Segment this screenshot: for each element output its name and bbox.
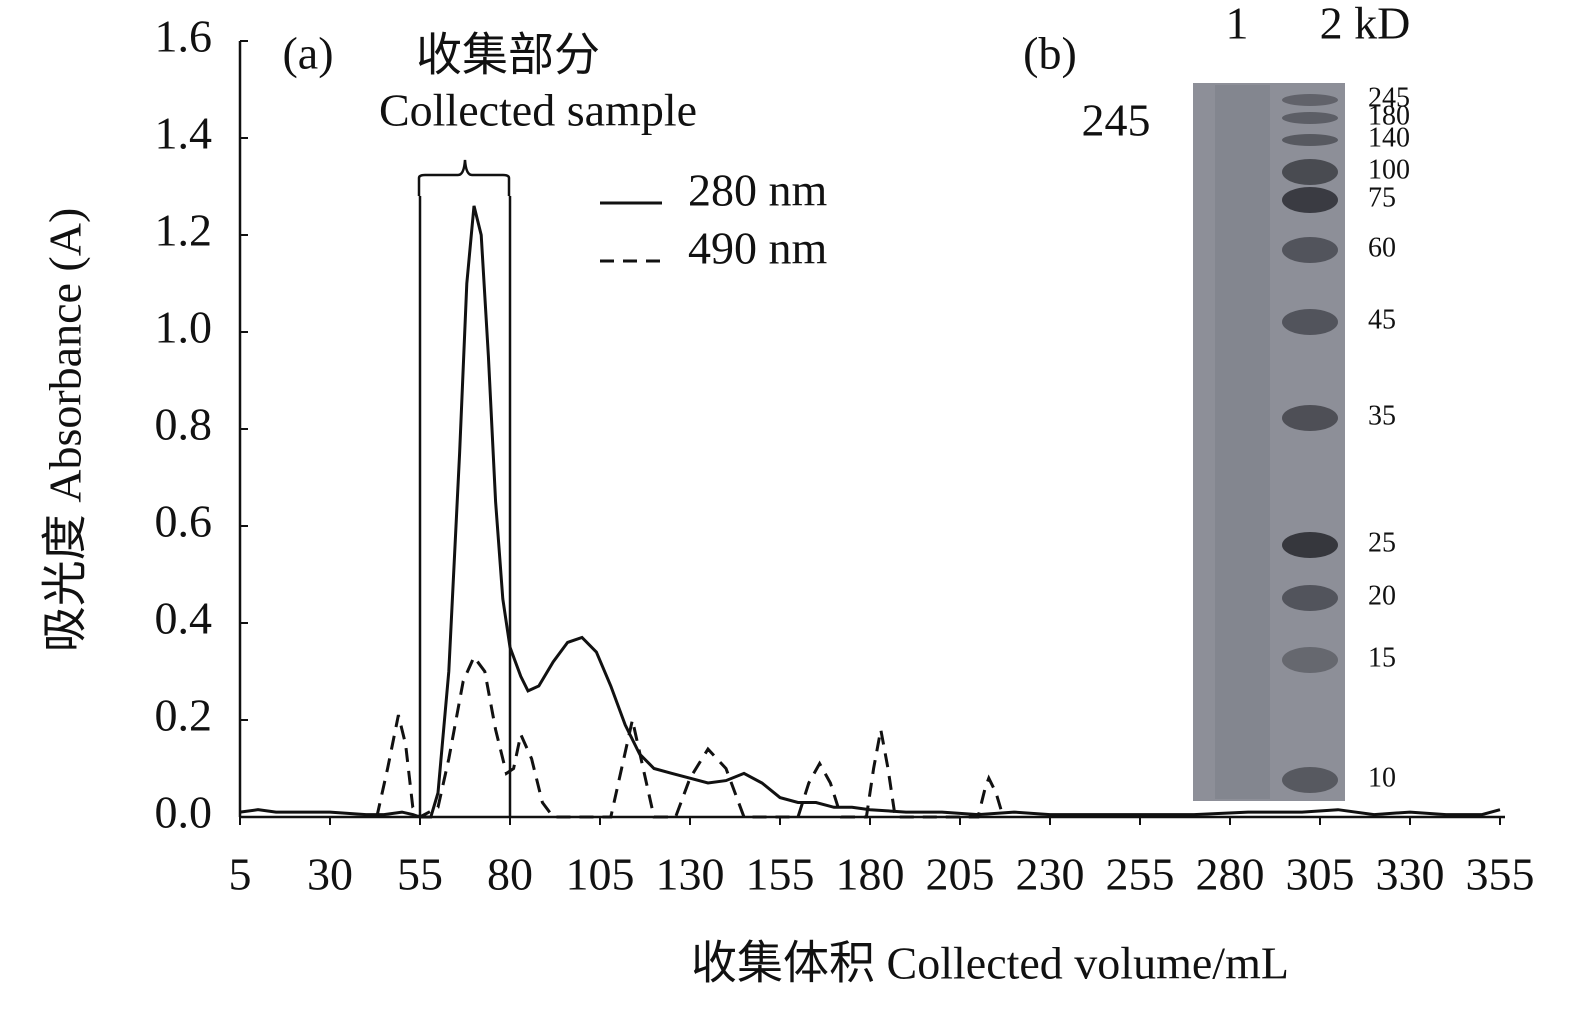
gel-band	[1282, 187, 1338, 213]
lane-label: 2 kD	[1320, 0, 1411, 49]
marker-label: 100	[1368, 154, 1410, 185]
lane-label: 1	[1226, 0, 1249, 49]
x-tick-label: 230	[1016, 849, 1085, 900]
y-tick-label: 0.4	[155, 593, 213, 644]
marker-label: 25	[1368, 527, 1396, 558]
gel-band	[1282, 94, 1338, 106]
data-line	[239, 205, 1501, 819]
x-tick-label: 205	[926, 849, 995, 900]
inset-panel-label: (b)	[1023, 28, 1077, 79]
x-tick-label: 105	[566, 849, 635, 900]
marker-label: 60	[1368, 232, 1396, 263]
y-tick-label: 1.0	[155, 302, 213, 353]
y-tick-label: 0.8	[155, 399, 213, 450]
y-tick-label: 0.6	[155, 496, 213, 547]
data-line	[375, 654, 1005, 819]
x-tick-label: 155	[746, 849, 815, 900]
gel-band	[1282, 237, 1338, 263]
x-tick-label: 330	[1376, 849, 1445, 900]
marker-label: 180	[1368, 100, 1410, 131]
y-tick-label: 0.0	[155, 787, 213, 838]
gel-band	[1282, 585, 1338, 611]
annotation-en: Collected sample	[379, 85, 697, 136]
marker-label: 10	[1368, 762, 1396, 793]
marker-label: 15	[1368, 642, 1396, 673]
gel-band	[1282, 647, 1338, 673]
marker-label: 75	[1368, 182, 1396, 213]
x-tick-label: 80	[487, 849, 533, 900]
gel-image	[1193, 83, 1345, 801]
gel-band	[1282, 405, 1338, 431]
gel-lane	[1215, 85, 1270, 799]
x-tick-label: 305	[1286, 849, 1355, 900]
gel-band	[1282, 159, 1338, 185]
x-tick-label: 30	[307, 849, 353, 900]
x-tick-label: 280	[1196, 849, 1265, 900]
x-tick-label: 5	[229, 849, 252, 900]
y-tick-label: 1.2	[155, 205, 213, 256]
legend-label: 280 nm	[688, 165, 828, 216]
annotation-cn: 收集部分	[416, 30, 600, 81]
y-tick-label: 1.6	[155, 11, 213, 62]
y-tick-label: 0.2	[155, 690, 213, 741]
x-tick-label: 355	[1466, 849, 1535, 900]
marker-label: 245	[1368, 82, 1410, 113]
gel-band	[1282, 134, 1338, 146]
x-tick-label: 55	[397, 849, 443, 900]
side-label: 245	[1082, 95, 1151, 146]
legend-label: 490 nm	[688, 223, 828, 274]
marker-label: 45	[1368, 304, 1396, 335]
gel-band	[1282, 112, 1338, 124]
marker-label: 35	[1368, 400, 1396, 431]
bracket	[417, 159, 511, 196]
marker-label: 140	[1368, 122, 1410, 153]
panel-label: (a)	[282, 28, 333, 79]
x-tick-label: 180	[836, 849, 905, 900]
x-tick-label: 130	[656, 849, 725, 900]
y-tick-label: 1.4	[155, 108, 213, 159]
gel-band	[1282, 309, 1338, 335]
y-axis-title: 吸光度 Absorbance (A)	[40, 208, 91, 653]
gel-band	[1282, 532, 1338, 558]
x-tick-label: 255	[1106, 849, 1175, 900]
marker-label: 20	[1368, 580, 1396, 611]
gel-band	[1282, 767, 1338, 793]
x-axis-title: 收集体积 Collected volume/mL	[691, 938, 1289, 989]
